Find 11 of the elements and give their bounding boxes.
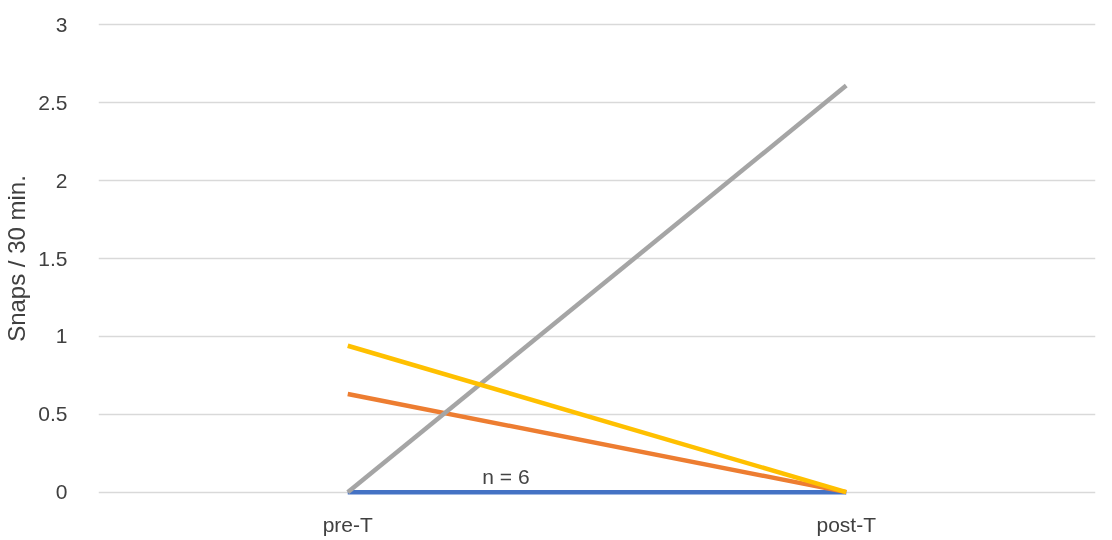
y-tick-label: 2.5	[38, 90, 68, 114]
y-tick-label: 1	[55, 324, 68, 348]
y-tick-label: 2	[55, 168, 68, 192]
y-tick-label: 1.5	[38, 246, 68, 270]
x-tick-label: post-T	[816, 512, 877, 536]
y-tick-label: 0.5	[38, 402, 68, 426]
y-tick-label: 3	[55, 12, 68, 36]
y-tick-label: 0	[55, 480, 68, 504]
x-tick-label: pre-T	[322, 512, 374, 536]
y-axis-title: Snaps / 30 min.	[3, 175, 31, 342]
annotation: n = 6	[482, 465, 530, 489]
